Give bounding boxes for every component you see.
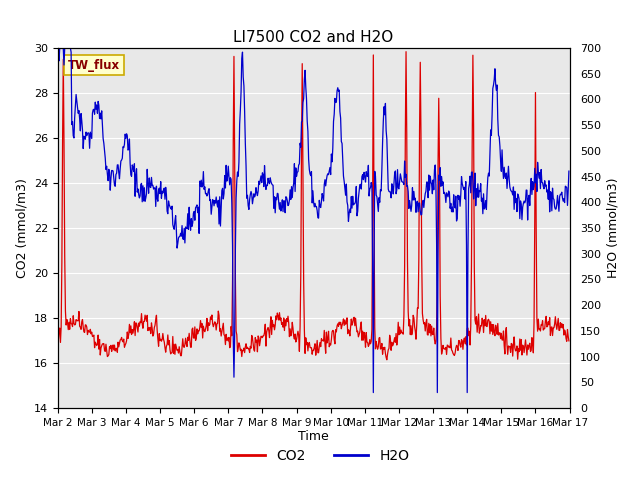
X-axis label: Time: Time [298,431,329,444]
Title: LI7500 CO2 and H2O: LI7500 CO2 and H2O [234,30,394,46]
Legend: CO2, H2O: CO2, H2O [225,443,415,468]
Text: TW_flux: TW_flux [68,59,120,72]
Y-axis label: CO2 (mmol/m3): CO2 (mmol/m3) [15,178,28,278]
Y-axis label: H2O (mmol/m3): H2O (mmol/m3) [607,178,620,278]
